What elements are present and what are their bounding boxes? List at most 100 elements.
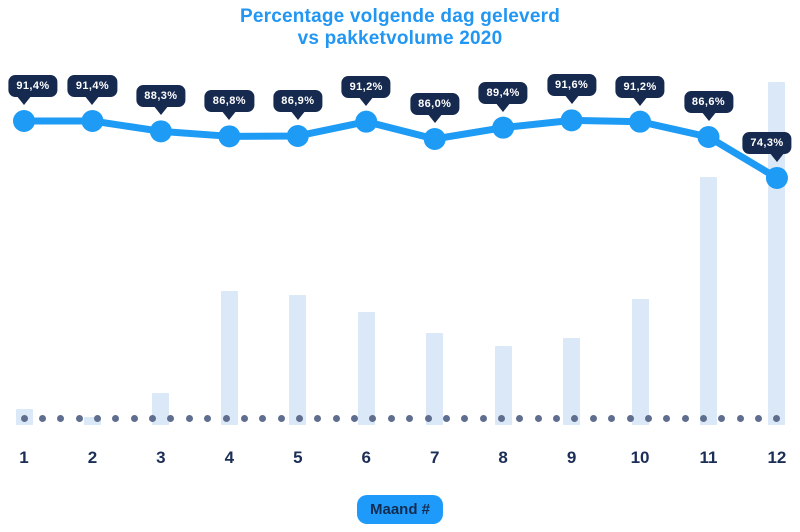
- x-tick-label-2: 2: [87, 448, 98, 467]
- data-label-pointer: [152, 105, 169, 116]
- baseline-dot: [589, 414, 597, 422]
- data-point-month-6: [355, 110, 378, 133]
- x-tick-label-3: 3: [156, 448, 166, 467]
- baseline-dot: [479, 414, 487, 422]
- baseline-dot: [406, 414, 414, 422]
- x-axis-label-badge: Maand #: [356, 495, 444, 524]
- data-label-month-4: 86,8%: [204, 90, 254, 113]
- data-label-month-7: 86,0%: [410, 92, 460, 115]
- baseline-dot: [571, 414, 579, 422]
- baseline-dot: [20, 414, 28, 422]
- data-point-month-2: [81, 110, 104, 132]
- baseline-dot: [314, 414, 322, 422]
- volume-bar-month-5: [289, 295, 307, 425]
- baseline-dot: [461, 414, 469, 422]
- data-label-month-6: 91,2%: [341, 75, 391, 98]
- volume-bar-month-11: [700, 177, 717, 425]
- volume-bar-month-8: [494, 346, 512, 425]
- chart-title: Percentage volgende dag geleverd vs pakk…: [0, 6, 800, 50]
- baseline-dot: [259, 414, 267, 422]
- data-label-month-2: 91,4%: [67, 75, 118, 97]
- data-label-month-9: 91,6%: [546, 74, 597, 97]
- data-label-pointer: [768, 151, 785, 162]
- baseline-dot: [369, 414, 377, 422]
- data-point-month-11: [697, 125, 720, 148]
- data-label-month-1: 91,4%: [8, 75, 58, 97]
- x-tick-label-11: 11: [699, 448, 718, 467]
- x-tick-label-10: 10: [630, 448, 650, 467]
- baseline-dot: [351, 414, 359, 422]
- data-label-pointer: [16, 95, 32, 105]
- x-tick-label-1: 1: [19, 448, 29, 467]
- volume-bar-month-10: [631, 299, 649, 425]
- data-label-month-5: 86,9%: [273, 90, 323, 112]
- baseline-dot: [295, 414, 303, 422]
- data-label-pointer: [700, 110, 717, 121]
- baseline-dot: [387, 414, 395, 422]
- x-tick-label-7: 7: [429, 448, 440, 467]
- data-point-month-9: [560, 109, 583, 132]
- baseline-dot: [699, 414, 707, 422]
- x-tick-label-12: 12: [767, 448, 787, 467]
- data-label-pointer: [289, 109, 306, 120]
- baseline-dot: [663, 414, 671, 422]
- data-label-pointer: [221, 110, 238, 121]
- data-point-month-10: [629, 110, 652, 133]
- data-point-month-4: [218, 125, 241, 148]
- baseline-dot: [644, 414, 652, 422]
- data-label-month-12: 74,3%: [742, 131, 792, 154]
- baseline-dot: [553, 414, 561, 422]
- x-tick-label-9: 9: [566, 448, 577, 467]
- x-tick-label-4: 4: [224, 448, 235, 467]
- baseline-dot: [38, 414, 46, 422]
- baseline-dot: [773, 414, 781, 422]
- baseline-dot: [516, 414, 524, 422]
- percentage-line: [20, 116, 781, 182]
- data-label-month-3: 88,3%: [136, 85, 186, 108]
- volume-bar-month-9: [563, 337, 581, 425]
- baseline-dot: [167, 414, 175, 422]
- baseline-dot: [112, 414, 120, 422]
- volume-bar-month-3: [152, 393, 170, 425]
- baseline-dot: [204, 414, 212, 422]
- data-point-month-8: [492, 116, 515, 139]
- volume-bar-month-12: [768, 82, 786, 425]
- x-tick-label-5: 5: [293, 448, 303, 467]
- baseline-dot: [424, 414, 432, 422]
- volume-bar-month-6: [357, 312, 375, 425]
- baseline-dot: [57, 414, 65, 422]
- data-point-month-7: [423, 127, 446, 150]
- x-tick-label-6: 6: [361, 448, 371, 467]
- baseline-dot: [626, 414, 634, 422]
- baseline-dot: [332, 414, 340, 422]
- volume-bar-month-4: [220, 290, 238, 425]
- data-label-pointer: [426, 112, 443, 123]
- data-point-month-3: [149, 120, 172, 143]
- baseline-dot: [130, 414, 138, 422]
- chart-title-line2: vs pakketvolume 2020: [297, 28, 503, 49]
- data-label-pointer: [358, 95, 375, 106]
- baseline-dot: [222, 414, 230, 422]
- baseline-dot: [442, 414, 450, 422]
- baseline-dot: [755, 414, 763, 422]
- x-tick-label-8: 8: [498, 448, 508, 467]
- data-label-month-10: 91,2%: [615, 75, 665, 98]
- baseline-dot: [185, 414, 193, 422]
- data-label-pointer: [495, 101, 512, 112]
- baseline-dot: [718, 414, 726, 422]
- volume-bar-month-7: [426, 333, 444, 425]
- data-label-pointer: [563, 94, 580, 105]
- baseline-dot: [681, 414, 689, 422]
- baseline-dot: [277, 414, 285, 422]
- chart-title-line1: Percentage volgende dag geleverd: [239, 6, 560, 27]
- baseline-dot: [608, 414, 616, 422]
- baseline-dot: [497, 414, 505, 422]
- data-label-month-8: 89,4%: [478, 81, 528, 104]
- data-point-month-1: [13, 110, 35, 132]
- baseline-dot: [534, 414, 542, 422]
- data-point-month-12: [765, 166, 788, 189]
- data-point-month-5: [286, 124, 309, 147]
- data-label-pointer: [632, 95, 649, 106]
